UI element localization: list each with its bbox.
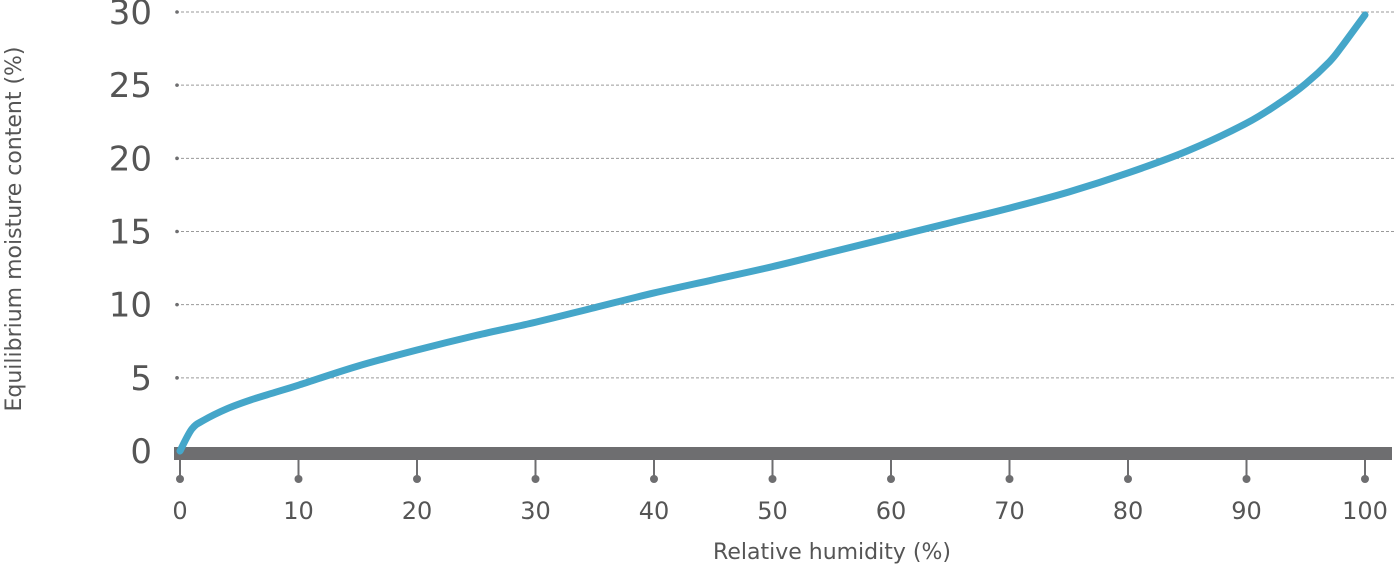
x-tick-dot-70 <box>1005 475 1014 483</box>
grid-lines <box>175 10 1394 380</box>
x-tick-dot-40 <box>650 475 658 483</box>
x-tick-label-50: 50 <box>757 497 788 525</box>
y-tick-label-5: 5 <box>130 359 152 399</box>
y-tick-label-15: 15 <box>109 213 152 253</box>
y-tick-label-25: 25 <box>109 66 152 106</box>
x-tick-label-100: 100 <box>1342 497 1388 525</box>
x-tick-label-90: 90 <box>1231 497 1262 525</box>
y-tick-label-0: 0 <box>130 432 152 472</box>
x-tick-dot-60 <box>887 475 895 483</box>
y-tick-dot-10 <box>175 302 179 307</box>
y-tick-label-30: 30 <box>109 0 152 33</box>
x-axis-baseline <box>174 447 1392 460</box>
x-tick-dot-30 <box>531 475 540 483</box>
x-tick-label-70: 70 <box>994 497 1025 525</box>
y-axis-title: Equilibrium moisture content (%) <box>2 46 27 411</box>
y-tick-dot-30 <box>175 10 179 14</box>
x-tick-dot-0 <box>176 475 184 483</box>
y-tick-dot-5 <box>175 376 179 380</box>
x-tick-label-40: 40 <box>639 497 670 525</box>
x-tick-dot-80 <box>1124 475 1132 483</box>
x-tick-label-10: 10 <box>283 497 314 525</box>
x-tick-label-30: 30 <box>520 497 551 525</box>
y-tick-dot-15 <box>175 229 179 234</box>
x-tick-dot-20 <box>413 475 421 483</box>
x-tick-label-80: 80 <box>1113 497 1144 525</box>
x-tick-label-0: 0 <box>172 497 187 525</box>
y-tick-labels: 0 5 10 15 20 25 30 <box>109 0 152 472</box>
y-tick-label-20: 20 <box>109 139 152 179</box>
y-tick-label-10: 10 <box>109 286 152 326</box>
x-tick-dot-90 <box>1242 475 1251 483</box>
series-line-0 <box>176 11 1369 455</box>
x-tick-label-60: 60 <box>876 497 907 525</box>
x-tick-dot-50 <box>768 475 777 483</box>
x-tick-marks <box>176 458 1369 483</box>
x-tick-dot-100 <box>1361 475 1369 483</box>
x-tick-label-20: 20 <box>402 497 433 525</box>
x-axis-title: Relative humidity (%) <box>713 540 951 565</box>
y-tick-dot-25 <box>175 83 179 87</box>
y-tick-dot-20 <box>175 156 179 161</box>
x-tick-dot-10 <box>294 475 303 483</box>
x-tick-labels: 0 10 20 30 40 50 60 70 80 90 100 <box>172 497 1388 525</box>
series-layer <box>176 11 1369 455</box>
